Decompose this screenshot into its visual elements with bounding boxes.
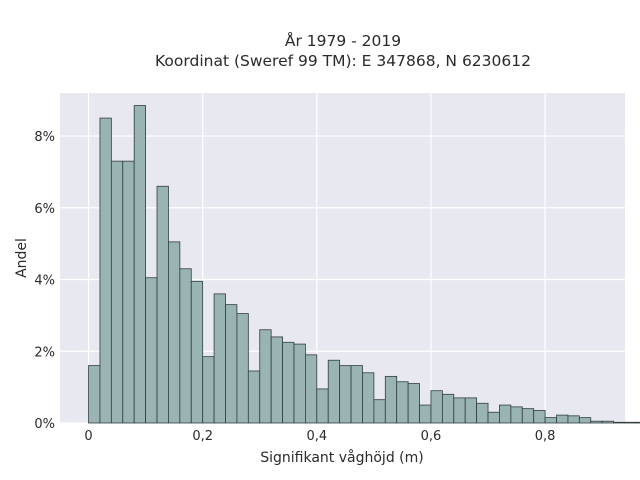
histogram-bar xyxy=(613,421,626,424)
histogram-bar xyxy=(453,397,466,424)
histogram-bar xyxy=(145,277,158,424)
x-tick-label: 0,4 xyxy=(306,429,327,444)
histogram-bar xyxy=(225,304,238,424)
x-tick-label: 0 xyxy=(84,429,92,444)
histogram-bar xyxy=(476,402,489,424)
histogram-bar xyxy=(99,117,112,424)
chart-title-line2: Koordinat (Sweref 99 TM): E 347868, N 62… xyxy=(155,52,531,70)
chart-title-line1: År 1979 - 2019 xyxy=(285,31,401,50)
histogram-bar xyxy=(339,365,352,424)
histogram-bar xyxy=(396,381,409,424)
histogram-bar xyxy=(578,417,592,424)
histogram-bar xyxy=(373,399,386,424)
histogram-bar xyxy=(499,404,512,424)
histogram-bar xyxy=(521,408,535,424)
histogram-bar xyxy=(190,280,204,424)
histogram-bar xyxy=(510,406,523,424)
histogram-bar xyxy=(305,354,318,424)
histogram-bar xyxy=(247,370,261,424)
y-tick-label: 0% xyxy=(34,417,55,432)
x-tick-label: 0,8 xyxy=(535,429,556,444)
y-tick-label: 8% xyxy=(34,130,55,145)
histogram-bar xyxy=(624,421,637,424)
histogram-bar xyxy=(441,393,455,424)
histogram-bar xyxy=(213,293,226,424)
histogram-bar xyxy=(464,397,478,424)
histogram-bar xyxy=(590,420,603,424)
histogram-bar xyxy=(362,372,375,424)
histogram-bar xyxy=(316,388,329,424)
histogram-bar xyxy=(487,411,500,424)
y-tick-label: 4% xyxy=(34,274,55,289)
histogram-bar xyxy=(293,343,306,424)
histogram-bar xyxy=(407,383,420,424)
histogram-bar xyxy=(282,341,295,424)
histogram-bar xyxy=(327,359,341,424)
histogram-bar xyxy=(533,410,546,424)
x-tick-label: 0,2 xyxy=(192,429,213,444)
histogram-bar xyxy=(350,365,363,424)
histogram-bar xyxy=(179,268,192,424)
histogram-bar xyxy=(110,160,124,424)
histogram-bar xyxy=(156,185,169,424)
histogram-bar xyxy=(259,329,272,424)
histogram-bar xyxy=(384,375,398,424)
histogram-bar xyxy=(544,417,557,424)
histogram-bar xyxy=(202,356,215,424)
histogram-bar xyxy=(556,414,569,424)
y-axis-label: Andel xyxy=(14,238,30,278)
y-tick-label: 2% xyxy=(34,345,55,360)
histogram-bar xyxy=(419,404,432,424)
histogram-bar xyxy=(567,415,580,424)
bars xyxy=(88,105,640,424)
histogram-bar xyxy=(430,390,443,424)
histogram-bar xyxy=(133,105,147,424)
histogram-bar xyxy=(168,241,181,424)
histogram-bar xyxy=(88,365,101,424)
histogram-bar xyxy=(636,421,640,424)
histogram-bar xyxy=(270,336,283,424)
histogram-bar xyxy=(122,160,135,424)
histogram-bar xyxy=(601,420,614,424)
x-tick-label: 0,6 xyxy=(421,429,442,444)
histogram-bar xyxy=(236,313,249,424)
y-tick-label: 6% xyxy=(34,202,55,217)
x-axis-label: Signifikant våghöjd (m) xyxy=(260,449,423,466)
tick-labels: 0 0,2 0,4 0,6 0,8 0% 2% 4% 6% 8% xyxy=(34,130,555,444)
